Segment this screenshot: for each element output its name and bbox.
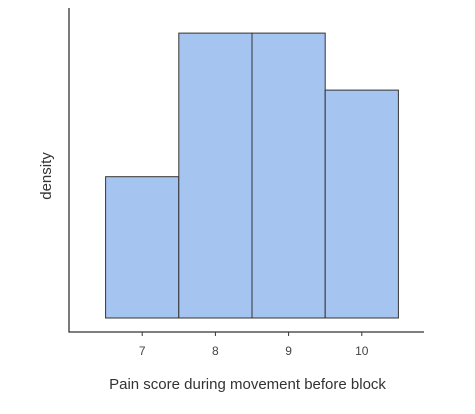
x-tick-label-7: 7 [139, 344, 146, 358]
x-axis-title: Pain score during movement before block [109, 376, 386, 393]
histogram-bar-1 [105, 176, 180, 319]
bars-group [105, 32, 399, 319]
x-tick-label-8: 8 [212, 344, 219, 358]
histogram-bar-2 [178, 32, 253, 319]
histogram-bar-4 [324, 89, 399, 319]
x-tick-label-10: 10 [355, 344, 369, 358]
x-tick-label-9: 9 [285, 344, 292, 358]
histogram-bar-3 [251, 32, 326, 319]
y-axis-title: density [38, 152, 55, 200]
axis-lines [68, 8, 424, 333]
x-ticks-group: 7 8 9 10 [139, 332, 369, 358]
